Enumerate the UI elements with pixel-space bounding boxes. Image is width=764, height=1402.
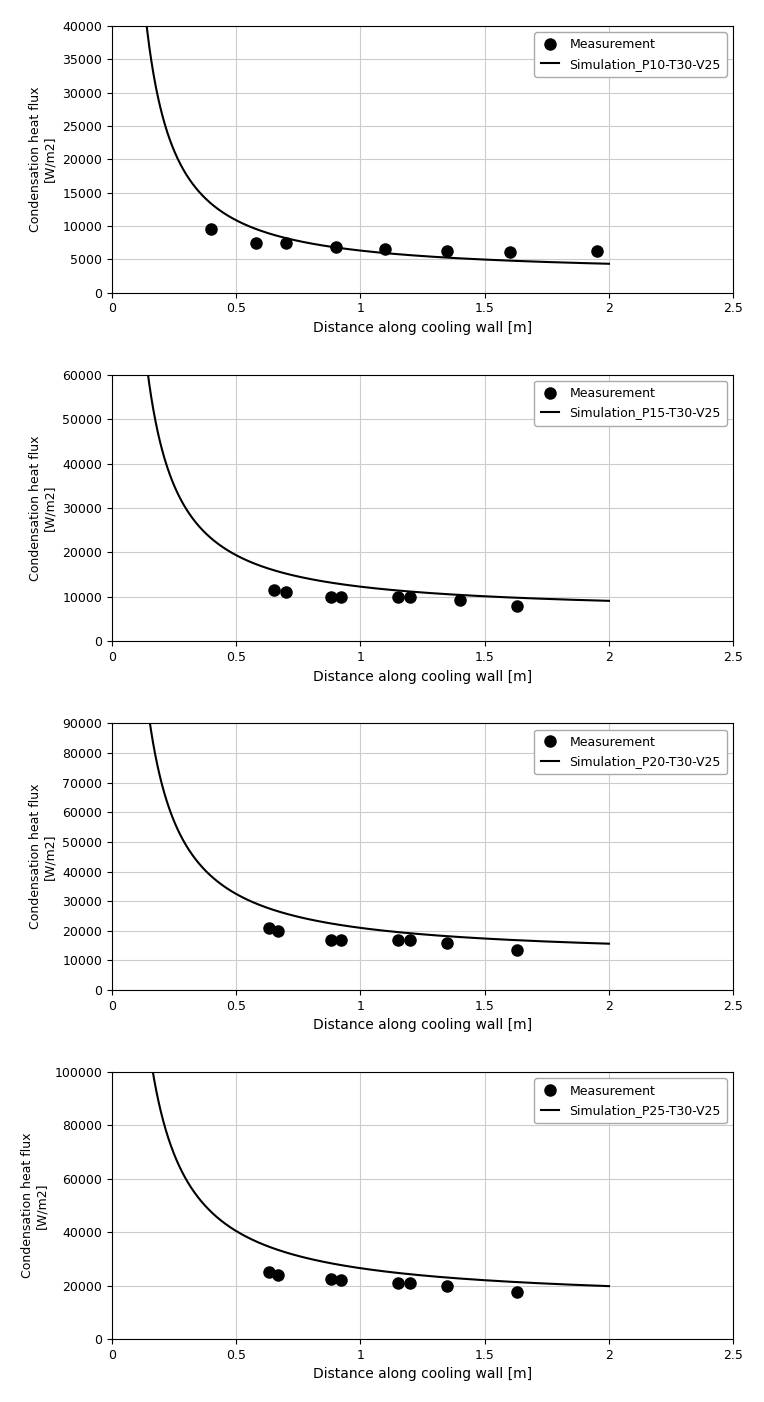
Measurement (269, 582, 278, 599)
Measurement (443, 1277, 452, 1294)
Line: Measurement: Measurement (268, 585, 523, 611)
Measurement (513, 597, 522, 614)
Line: Simulation_P25-T30-V25: Simulation_P25-T30-V25 (113, 0, 609, 1286)
Simulation_P15-T30-V25 (499, 589, 508, 606)
Simulation_P10-T30-V25 (590, 255, 599, 272)
Simulation_P25-T30-V25 (590, 1277, 599, 1294)
Measurement (505, 244, 514, 261)
Simulation_P10-T30-V25 (499, 252, 508, 269)
Measurement (393, 1274, 403, 1291)
Y-axis label: Condensation heat flux
[W/m2]: Condensation heat flux [W/m2] (21, 1133, 49, 1279)
Simulation_P10-T30-V25 (604, 255, 613, 272)
Y-axis label: Condensation heat flux
[W/m2]: Condensation heat flux [W/m2] (29, 784, 57, 930)
Simulation_P20-T30-V25 (499, 931, 508, 948)
Line: Simulation_P10-T30-V25: Simulation_P10-T30-V25 (113, 0, 609, 264)
Simulation_P15-T30-V25 (590, 592, 599, 608)
Measurement (331, 238, 340, 255)
Simulation_P20-T30-V25 (134, 601, 143, 618)
X-axis label: Distance along cooling wall [m]: Distance along cooling wall [m] (313, 670, 533, 684)
Y-axis label: Condensation heat flux
[W/m2]: Condensation heat flux [W/m2] (29, 87, 57, 231)
Simulation_P25-T30-V25 (134, 931, 143, 948)
Measurement (207, 222, 216, 238)
Line: Simulation_P15-T30-V25: Simulation_P15-T30-V25 (113, 0, 609, 601)
Line: Measurement: Measurement (263, 923, 523, 956)
Simulation_P25-T30-V25 (590, 1277, 599, 1294)
Simulation_P25-T30-V25 (499, 1273, 508, 1290)
Measurement (443, 934, 452, 951)
Measurement (393, 589, 403, 606)
Measurement (455, 592, 465, 608)
Legend: Measurement, Simulation_P20-T30-V25: Measurement, Simulation_P20-T30-V25 (534, 729, 727, 774)
Simulation_P10-T30-V25 (337, 240, 346, 257)
Measurement (406, 931, 415, 948)
Simulation_P15-T30-V25 (604, 593, 613, 610)
Measurement (406, 1274, 415, 1291)
Measurement (336, 931, 345, 948)
Simulation_P25-T30-V25 (337, 1256, 346, 1273)
Measurement (281, 234, 290, 251)
Simulation_P15-T30-V25 (134, 266, 143, 283)
Simulation_P20-T30-V25 (590, 935, 599, 952)
Measurement (336, 1272, 345, 1288)
Simulation_P10-T30-V25 (350, 241, 359, 258)
Measurement (443, 243, 452, 259)
X-axis label: Distance along cooling wall [m]: Distance along cooling wall [m] (313, 1018, 533, 1032)
Measurement (264, 920, 273, 937)
Measurement (264, 1263, 273, 1280)
Measurement (326, 931, 335, 948)
Line: Simulation_P20-T30-V25: Simulation_P20-T30-V25 (113, 0, 609, 944)
Y-axis label: Condensation heat flux
[W/m2]: Condensation heat flux [W/m2] (29, 435, 57, 580)
Simulation_P15-T30-V25 (590, 592, 599, 608)
Simulation_P15-T30-V25 (337, 576, 346, 593)
Measurement (274, 1266, 283, 1283)
Measurement (326, 1270, 335, 1287)
Legend: Measurement, Simulation_P10-T30-V25: Measurement, Simulation_P10-T30-V25 (534, 32, 727, 77)
Simulation_P20-T30-V25 (337, 917, 346, 934)
Measurement (513, 942, 522, 959)
Legend: Measurement, Simulation_P25-T30-V25: Measurement, Simulation_P25-T30-V25 (534, 1078, 727, 1123)
Simulation_P20-T30-V25 (590, 935, 599, 952)
X-axis label: Distance along cooling wall [m]: Distance along cooling wall [m] (313, 321, 533, 335)
Legend: Measurement, Simulation_P15-T30-V25: Measurement, Simulation_P15-T30-V25 (534, 381, 727, 426)
Simulation_P25-T30-V25 (604, 1277, 613, 1294)
Simulation_P10-T30-V25 (590, 255, 599, 272)
Measurement (336, 589, 345, 606)
Measurement (592, 243, 601, 259)
Measurement (380, 241, 390, 258)
Measurement (326, 589, 335, 606)
Measurement (406, 589, 415, 606)
Measurement (274, 923, 283, 939)
Measurement (251, 234, 261, 251)
Line: Measurement: Measurement (263, 1266, 523, 1298)
Measurement (281, 585, 290, 601)
X-axis label: Distance along cooling wall [m]: Distance along cooling wall [m] (313, 1367, 533, 1381)
Simulation_P15-T30-V25 (350, 578, 359, 594)
Simulation_P20-T30-V25 (604, 935, 613, 952)
Simulation_P20-T30-V25 (350, 918, 359, 935)
Measurement (513, 1284, 522, 1301)
Measurement (393, 931, 403, 948)
Simulation_P25-T30-V25 (350, 1259, 359, 1276)
Line: Measurement: Measurement (206, 224, 602, 258)
